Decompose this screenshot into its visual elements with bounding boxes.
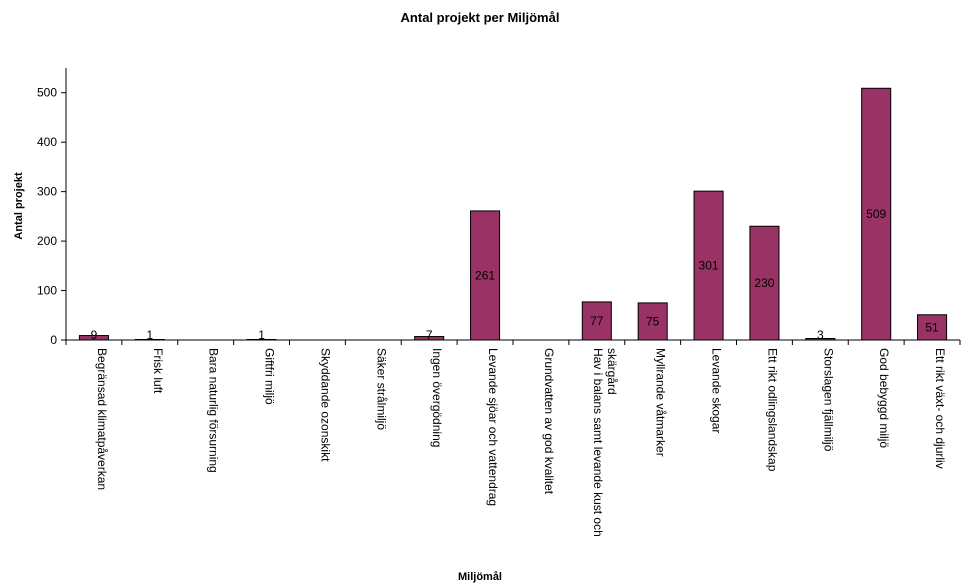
data-label: 9 bbox=[91, 328, 98, 342]
data-label: 7 bbox=[426, 328, 433, 342]
data-label: 1 bbox=[258, 328, 265, 342]
data-label: 301 bbox=[699, 259, 719, 273]
data-label: 509 bbox=[866, 207, 886, 221]
category-label: Bara naturlig försurning bbox=[207, 348, 221, 473]
category-label: skärgård bbox=[605, 348, 619, 395]
category-label: Levande skogar bbox=[710, 348, 724, 433]
x-axis-title: Miljömål bbox=[458, 571, 502, 583]
y-axis-title: Antal projekt bbox=[13, 172, 25, 240]
bar bbox=[470, 210, 501, 341]
category-label: Ett rikt växt- och djurliv bbox=[933, 348, 947, 469]
category-label: Ingen övergödning bbox=[430, 348, 444, 447]
y-tick-label: 0 bbox=[50, 333, 57, 347]
category-label: Giftfri miljö bbox=[263, 348, 277, 405]
category-label: Levande sjöar och vattendrag bbox=[486, 348, 500, 506]
category-label: Storslagen fjällmiljö bbox=[821, 348, 835, 452]
category-label: Skyddande ozonskikt bbox=[318, 348, 332, 462]
category-label: Myllrande våtmarker bbox=[654, 348, 668, 457]
plot-area: 0 100 200 300 400 500 9 1 1 7 261 77 75 301 230 3 509 51 B… bbox=[37, 68, 961, 537]
category-label: Hav i balans samt levande kust och bbox=[591, 348, 605, 537]
data-label: 51 bbox=[925, 320, 939, 334]
data-label: 3 bbox=[817, 328, 824, 342]
category-label: Frisk luft bbox=[151, 348, 165, 394]
bar bbox=[917, 314, 948, 341]
y-tick-label: 500 bbox=[37, 86, 57, 100]
category-label: Säker strålmiljö bbox=[374, 348, 388, 430]
data-label: 261 bbox=[475, 268, 495, 282]
data-label: 75 bbox=[646, 314, 660, 328]
y-tick-label: 100 bbox=[37, 284, 57, 298]
bar bbox=[861, 87, 892, 341]
category-label: Begränsad klimatpåverkan bbox=[95, 348, 109, 490]
category-label: God bebyggd miljö bbox=[877, 348, 891, 448]
data-label: 1 bbox=[146, 328, 153, 342]
category-label: Ett rikt odlingslandskap bbox=[765, 348, 779, 472]
category-label: Grundvatten av god kvalitet bbox=[542, 348, 556, 495]
y-tick-label: 300 bbox=[37, 185, 57, 199]
y-tick-label: 200 bbox=[37, 234, 57, 248]
bar bbox=[693, 190, 724, 341]
y-tick-label: 400 bbox=[37, 135, 57, 149]
bar bbox=[749, 225, 780, 341]
bar bbox=[581, 301, 612, 341]
data-label: 230 bbox=[754, 276, 774, 290]
chart-title: Antal projekt per Miljömål bbox=[401, 10, 560, 25]
bar bbox=[637, 302, 668, 341]
data-label: 77 bbox=[590, 314, 604, 328]
